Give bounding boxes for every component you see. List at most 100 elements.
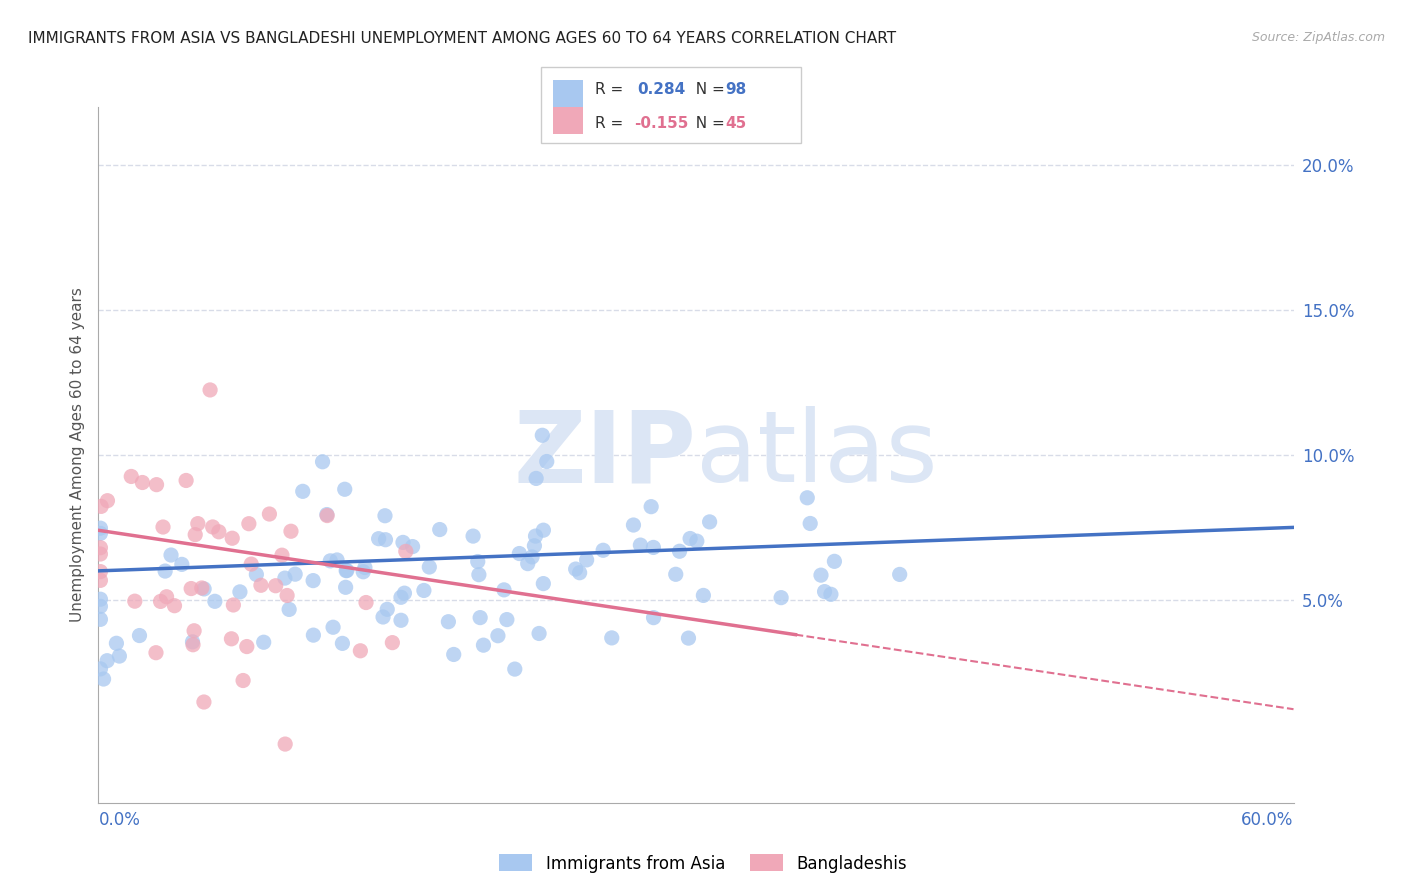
Point <box>472 638 495 652</box>
Point <box>120 469 142 483</box>
Point <box>155 590 177 604</box>
Point <box>536 454 558 468</box>
Point <box>145 646 167 660</box>
Point <box>335 564 357 578</box>
Point <box>208 524 231 539</box>
Point <box>375 602 398 616</box>
Point <box>174 474 197 488</box>
Point <box>692 589 714 603</box>
Text: 0.0%: 0.0% <box>98 812 141 830</box>
Point <box>89 547 111 561</box>
Point <box>193 582 215 596</box>
Point <box>392 535 415 549</box>
Point <box>813 584 835 599</box>
Point <box>221 531 243 545</box>
Text: atlas: atlas <box>696 407 938 503</box>
Point <box>152 520 174 534</box>
Point <box>623 518 645 533</box>
Point <box>628 538 651 552</box>
Point <box>524 529 547 543</box>
Point <box>461 529 484 543</box>
Point <box>394 586 416 600</box>
Text: 45: 45 <box>725 116 747 130</box>
Point <box>183 624 205 638</box>
Point <box>96 493 118 508</box>
Point <box>89 612 111 626</box>
Point <box>274 571 297 585</box>
Point <box>592 543 614 558</box>
Point <box>170 558 193 572</box>
Point <box>820 587 842 601</box>
Point <box>280 524 302 539</box>
Point <box>89 526 111 541</box>
Text: ZIP: ZIP <box>513 407 696 503</box>
Point <box>163 599 186 613</box>
Point <box>274 737 297 751</box>
Point <box>332 636 354 650</box>
Point <box>105 636 128 650</box>
Point <box>810 568 832 582</box>
Point <box>316 508 339 523</box>
Point <box>668 544 690 558</box>
Point <box>336 564 359 578</box>
Point <box>889 567 911 582</box>
Point <box>335 580 357 594</box>
Point <box>640 500 662 514</box>
Text: Source: ZipAtlas.com: Source: ZipAtlas.com <box>1251 31 1385 45</box>
Point <box>679 532 702 546</box>
Point <box>153 564 176 578</box>
Point <box>531 523 554 537</box>
Point <box>371 610 394 624</box>
Point <box>201 520 224 534</box>
Point <box>291 484 314 499</box>
Y-axis label: Unemployment Among Ages 60 to 64 years: Unemployment Among Ages 60 to 64 years <box>69 287 84 623</box>
Text: IMMIGRANTS FROM ASIA VS BANGLADESHI UNEMPLOYMENT AMONG AGES 60 TO 64 YEARS CORRE: IMMIGRANTS FROM ASIA VS BANGLADESHI UNEM… <box>28 31 896 46</box>
Point <box>276 589 298 603</box>
Point <box>503 662 526 676</box>
Point <box>524 471 547 485</box>
Point <box>302 628 325 642</box>
Point <box>333 483 356 497</box>
Point <box>523 539 546 553</box>
Point <box>89 592 111 607</box>
Point <box>93 672 115 686</box>
Text: R =: R = <box>595 116 628 130</box>
Point <box>395 544 418 558</box>
Point <box>311 455 333 469</box>
Point <box>240 557 263 571</box>
Point <box>259 507 281 521</box>
Point <box>678 631 700 645</box>
Point <box>600 631 623 645</box>
Point <box>492 582 515 597</box>
Point <box>823 554 845 568</box>
Point <box>568 566 591 580</box>
Point <box>367 532 389 546</box>
Text: -0.155: -0.155 <box>634 116 689 130</box>
Point <box>181 635 204 649</box>
Point <box>160 548 183 562</box>
Point <box>315 508 337 522</box>
Point <box>319 554 342 568</box>
Point <box>271 548 294 562</box>
Point <box>412 583 434 598</box>
Point <box>468 567 491 582</box>
Point <box>89 565 111 579</box>
Point <box>108 649 131 664</box>
Point <box>238 516 260 531</box>
Text: N =: N = <box>686 116 730 130</box>
Point <box>443 648 465 662</box>
Point <box>381 635 404 649</box>
Point <box>89 662 111 676</box>
Point <box>253 635 276 649</box>
Point <box>250 578 273 592</box>
Point <box>221 632 243 646</box>
Text: 60.0%: 60.0% <box>1241 812 1294 830</box>
Point <box>204 594 226 608</box>
Point <box>198 383 221 397</box>
Point <box>131 475 153 490</box>
Point <box>389 591 412 605</box>
Point <box>520 549 543 564</box>
Point <box>264 579 287 593</box>
Point <box>89 599 111 614</box>
Point <box>374 508 396 523</box>
